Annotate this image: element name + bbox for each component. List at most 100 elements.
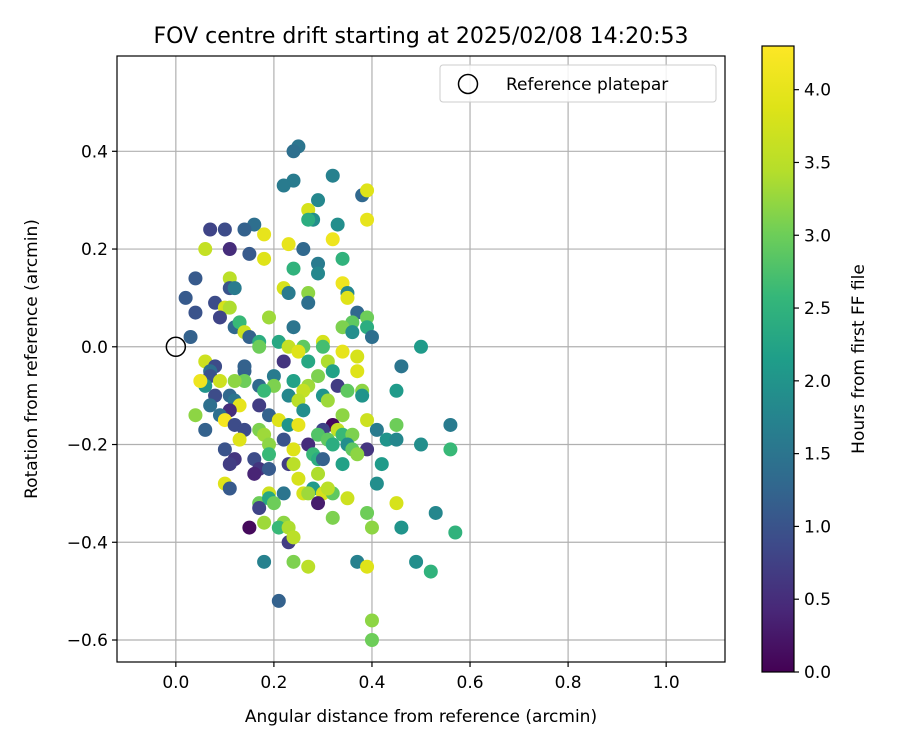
data-point xyxy=(389,496,404,511)
data-point xyxy=(188,408,203,423)
data-point xyxy=(262,447,276,462)
data-point xyxy=(296,403,311,418)
legend-reference-marker xyxy=(457,73,479,95)
data-point xyxy=(320,393,335,408)
data-point xyxy=(257,515,272,530)
data-point xyxy=(193,373,208,388)
data-point xyxy=(281,286,296,301)
data-point xyxy=(237,222,252,237)
data-point xyxy=(428,505,443,520)
data-point xyxy=(222,300,237,315)
data-point xyxy=(389,383,404,398)
y-axis: −0.6 −0.4 −0.2 0.0 0.2 0.4 xyxy=(67,142,117,651)
data-point xyxy=(301,486,316,501)
data-point xyxy=(227,281,242,296)
x-tick-label: 0.0 xyxy=(162,673,189,693)
data-point xyxy=(232,432,247,447)
data-point xyxy=(227,373,242,388)
data-point xyxy=(286,261,301,276)
data-point xyxy=(217,222,232,237)
y-tick-label: 0.2 xyxy=(81,240,108,260)
data-point xyxy=(281,417,296,432)
data-point xyxy=(271,593,286,608)
data-point xyxy=(212,310,227,325)
reference-platepar-marker xyxy=(165,336,187,358)
y-tick-label: −0.6 xyxy=(67,631,108,651)
colorbar-tick-label: 1.0 xyxy=(804,517,831,537)
y-tick-label: −0.4 xyxy=(67,533,108,553)
data-point xyxy=(276,486,291,501)
data-point xyxy=(262,461,276,476)
data-point xyxy=(389,417,404,432)
data-point xyxy=(257,383,272,398)
data-point xyxy=(237,373,252,388)
data-point xyxy=(276,432,291,447)
colorbar-ticks: 0.0 0.5 1.0 1.5 2.0 2.5 3.0 3.5 4.0 xyxy=(794,81,831,683)
data-point xyxy=(257,227,272,242)
data-point xyxy=(188,305,203,320)
x-tick-label: 0.4 xyxy=(358,673,385,693)
colorbar-label: Hours from first FF file xyxy=(849,264,869,454)
data-point xyxy=(360,505,375,520)
x-axis: 0.0 0.2 0.4 0.6 0.8 1.0 xyxy=(162,662,680,693)
x-tick-label: 0.2 xyxy=(260,673,287,693)
data-point xyxy=(340,290,355,305)
data-point xyxy=(286,554,301,569)
x-tick-label: 0.6 xyxy=(457,673,484,693)
data-point xyxy=(286,530,301,545)
data-point xyxy=(257,554,272,569)
data-point xyxy=(335,251,350,266)
data-point xyxy=(325,437,340,452)
data-point xyxy=(394,359,409,374)
data-point xyxy=(414,437,428,452)
data-point xyxy=(222,242,237,257)
x-tick-label: 1.0 xyxy=(653,673,680,693)
data-point xyxy=(301,559,316,574)
data-point xyxy=(320,481,335,496)
data-point xyxy=(389,432,404,447)
y-tick-label: −0.2 xyxy=(67,436,108,456)
data-point xyxy=(443,417,458,432)
colorbar-gradient xyxy=(761,45,795,673)
colorbar-tick-label: 4.0 xyxy=(804,81,831,101)
data-point xyxy=(286,144,301,159)
data-point xyxy=(237,364,252,379)
data-point xyxy=(325,510,340,525)
data-point xyxy=(340,383,355,398)
data-point xyxy=(350,364,365,379)
colorbar-tick-label: 3.5 xyxy=(804,153,831,173)
x-tick-label: 0.8 xyxy=(555,673,582,693)
data-point xyxy=(311,466,326,481)
data-point xyxy=(350,349,365,364)
data-point xyxy=(291,417,306,432)
data-point xyxy=(394,520,409,535)
data-point xyxy=(291,471,306,486)
data-point xyxy=(311,496,326,511)
data-point xyxy=(311,256,326,271)
legend-label: Reference platepar xyxy=(506,75,668,95)
data-point xyxy=(325,168,340,183)
data-point xyxy=(448,525,463,540)
data-point xyxy=(364,613,379,628)
data-point xyxy=(335,344,350,359)
y-tick-label: 0.4 xyxy=(81,142,108,162)
data-point xyxy=(212,373,227,388)
data-point xyxy=(325,232,340,247)
data-point xyxy=(301,212,316,227)
data-point xyxy=(345,325,360,340)
data-point xyxy=(291,344,306,359)
data-point xyxy=(301,286,316,301)
data-point xyxy=(409,554,424,569)
data-point xyxy=(301,295,316,310)
data-point xyxy=(203,222,218,237)
colorbar-tick-label: 2.0 xyxy=(804,372,831,392)
data-point xyxy=(266,369,281,384)
data-point xyxy=(301,354,316,369)
data-point xyxy=(242,520,257,535)
data-point xyxy=(423,564,438,579)
data-point xyxy=(188,271,203,286)
colorbar-tick-label: 3.0 xyxy=(804,226,831,246)
data-point xyxy=(252,501,267,516)
data-point xyxy=(252,339,267,354)
